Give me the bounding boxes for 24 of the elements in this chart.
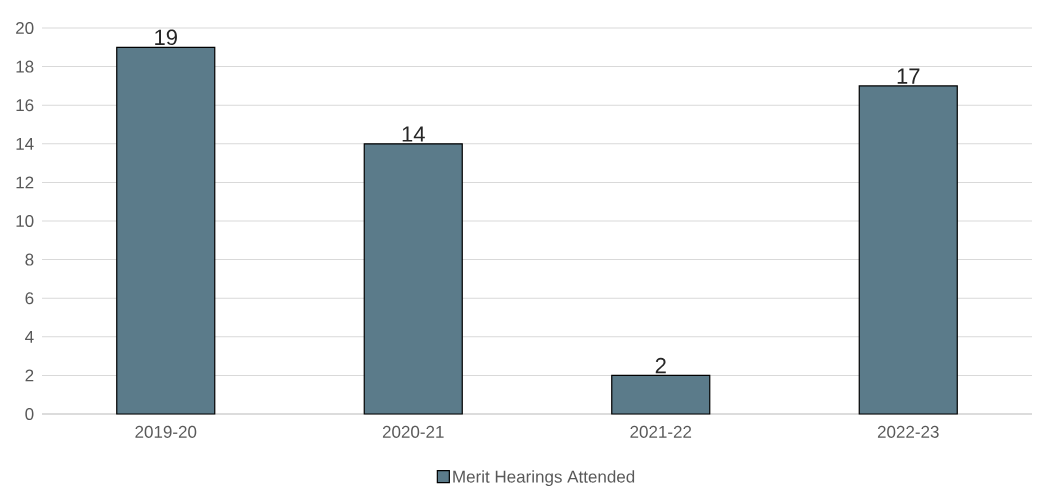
x-tick-label: 2021-22 [630,425,692,438]
y-tick-label: 2 [25,369,34,382]
data-label: 19 [155,29,177,46]
bar [858,85,958,415]
x-tick-label: 2019-20 [135,425,197,438]
y-tick-label: 12 [16,176,34,189]
data-label: 2 [655,357,666,374]
x-tick-label: 2020-21 [382,425,444,438]
y-tick-label: 20 [16,21,34,35]
data-label: 17 [897,68,920,84]
bar [116,46,216,415]
bar [363,143,463,415]
y-tick-label: 18 [16,60,34,73]
y-tick-label: 10 [16,214,34,228]
y-tick-label: 8 [25,253,34,266]
y-tick-label: 6 [25,292,34,305]
x-tick-label: 2022-23 [877,425,939,438]
bar [611,374,711,415]
data-label: 14 [402,126,425,142]
y-tick-label: 4 [25,330,34,343]
y-tick-label: 14 [16,137,34,150]
y-tick-label: 16 [16,99,34,112]
legend-label: Merit Hearings Attended [453,470,635,487]
y-tick-label: 0 [25,407,34,421]
